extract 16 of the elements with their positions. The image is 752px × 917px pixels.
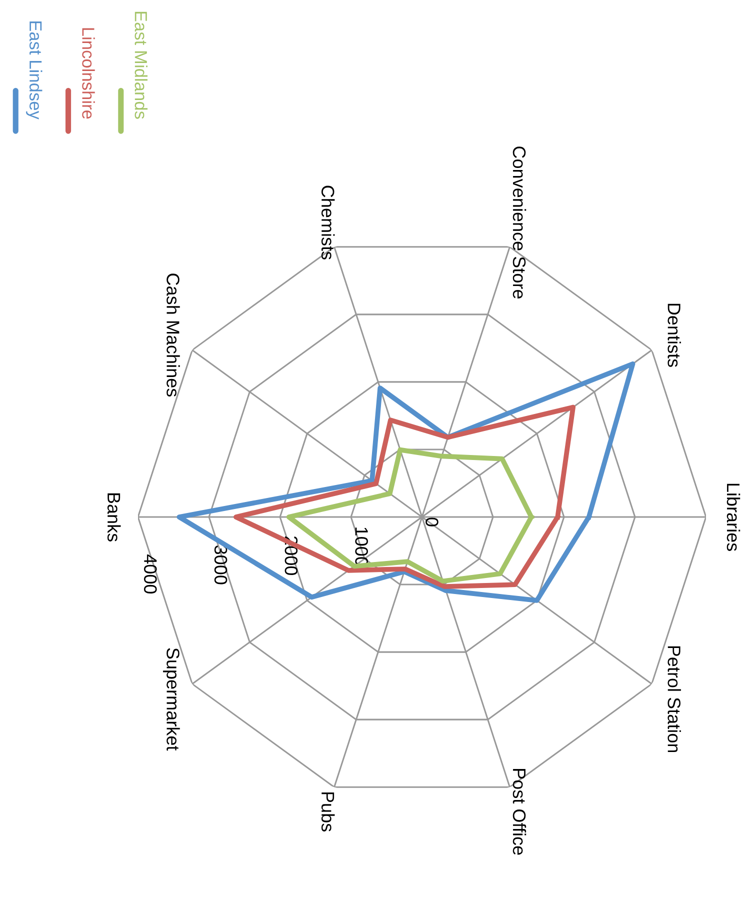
text: East Midlands xyxy=(134,12,148,119)
text: East Lindsey xyxy=(26,21,42,120)
spoke-label: Banks xyxy=(107,493,121,542)
spoke-label: Supermarket xyxy=(163,648,180,751)
y-tick-label: 0 xyxy=(426,518,438,526)
text: Lincolnshire xyxy=(82,28,95,119)
spoke-label: Libraries xyxy=(726,484,740,551)
spoke-label: Cash Machines xyxy=(166,274,180,397)
spoke-label: Pubs xyxy=(321,792,335,832)
spoke-label: Dentists xyxy=(668,304,681,367)
spoke-label: Chemists xyxy=(321,186,335,260)
y-tick-label: 3000 xyxy=(214,545,228,584)
spoke-label: Convenience Store xyxy=(512,146,526,298)
spoke-label: Post Office xyxy=(512,769,526,855)
spoke-label: Petrol Station xyxy=(668,646,681,752)
y-tick-label: 4000 xyxy=(144,554,157,594)
